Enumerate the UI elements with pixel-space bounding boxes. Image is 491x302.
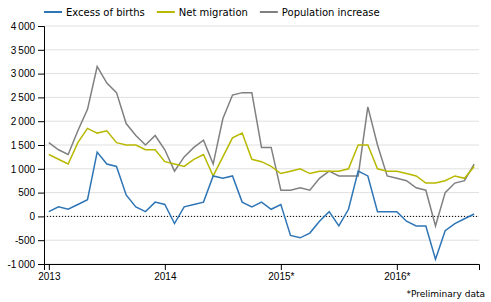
grid-line [44, 240, 479, 241]
series-line [49, 152, 474, 259]
legend-label: Net migration [179, 7, 248, 18]
annotation: *Preliminary data [407, 289, 485, 299]
x-tick-mark [165, 264, 166, 270]
y-tick: 0 [29, 211, 44, 222]
grid-line [44, 121, 479, 122]
x-tick: 2016* [384, 264, 410, 282]
y-tick-mark [38, 193, 44, 194]
y-tick: -500 [15, 235, 44, 246]
y-tick-mark [38, 74, 44, 75]
y-tick: 2 500 [11, 92, 44, 103]
y-tick-label: 3 500 [11, 45, 36, 56]
grid-line [44, 168, 479, 169]
x-tick: 2014 [154, 264, 177, 282]
plot: -1 000 -500 0 500 1 000 1 500 2 000 2 500 3 000 3… [7, 21, 479, 282]
x-axis: 2013 2014 2015* 2016* [38, 264, 479, 282]
y-tick-mark [38, 97, 44, 98]
x-tick-mark [397, 264, 398, 270]
lines [49, 66, 474, 259]
x-tick-label: 2015* [268, 271, 294, 282]
zero-line [44, 216, 479, 217]
y-tick-label: 1 500 [11, 140, 36, 151]
y-tick-label: -1 000 [7, 259, 35, 270]
legend: Excess of births Net migration Population … [44, 7, 380, 18]
legend-label: Excess of births [66, 7, 145, 18]
y-tick: 1 500 [11, 140, 44, 151]
y-tick-label: 4 000 [11, 21, 36, 32]
y-tick-mark [38, 26, 44, 27]
y-tick: 3 500 [11, 45, 44, 56]
y-axis: -1 000 -500 0 500 1 000 1 500 2 000 2 500 3 000 3… [7, 21, 44, 270]
series-line [49, 128, 474, 183]
y-tick-label: 500 [18, 187, 35, 198]
legend-item: Excess of births [44, 7, 145, 18]
y-tick-mark [38, 121, 44, 122]
y-tick: 1 000 [11, 164, 44, 175]
legend-item: Net migration [157, 7, 248, 18]
x-tick-label: 2013 [38, 271, 61, 282]
y-tick: 4 000 [11, 21, 44, 32]
grid-line [44, 73, 479, 74]
y-tick-mark [38, 145, 44, 146]
y-tick: 500 [18, 187, 44, 198]
x-tick-mark [49, 264, 50, 270]
grid-line [44, 192, 479, 193]
y-tick: -1 000 [7, 259, 44, 270]
x-tick-label: 2016* [384, 271, 410, 282]
grid-line [44, 26, 479, 27]
y-tick-mark [38, 240, 44, 241]
y-tick-label: 0 [29, 211, 35, 222]
legend-item: Population increase [260, 7, 380, 18]
legend-label: Population increase [282, 7, 380, 18]
chart: -1 000 -500 0 500 1 000 1 500 2 000 2 500 3 000 3… [0, 0, 491, 302]
legend-swatch [260, 11, 278, 13]
x-tick-mark [281, 264, 282, 270]
y-tick-mark [38, 169, 44, 170]
y-tick-mark [38, 216, 44, 217]
y-tick-label: 3 000 [11, 68, 36, 79]
grid-line [44, 97, 479, 98]
x-tick-label: 2014 [154, 271, 177, 282]
y-tick: 3 000 [11, 68, 44, 79]
y-axis-line [38, 27, 45, 265]
grid-line [44, 216, 479, 217]
legend-swatch [157, 11, 175, 13]
legend-swatch [44, 11, 62, 13]
x-tick: 2013 [38, 264, 61, 282]
y-tick-label: -500 [15, 235, 35, 246]
y-tick-label: 1 000 [11, 164, 36, 175]
y-tick: 2 000 [11, 116, 44, 127]
y-tick-mark [38, 264, 44, 265]
x-axis-line [45, 265, 480, 271]
grid [44, 26, 479, 264]
grid-line [44, 49, 479, 50]
y-tick-label: 2 000 [11, 116, 36, 127]
y-tick-mark [38, 50, 44, 51]
x-tick: 2015* [268, 264, 294, 282]
y-tick-label: 2 500 [11, 92, 36, 103]
